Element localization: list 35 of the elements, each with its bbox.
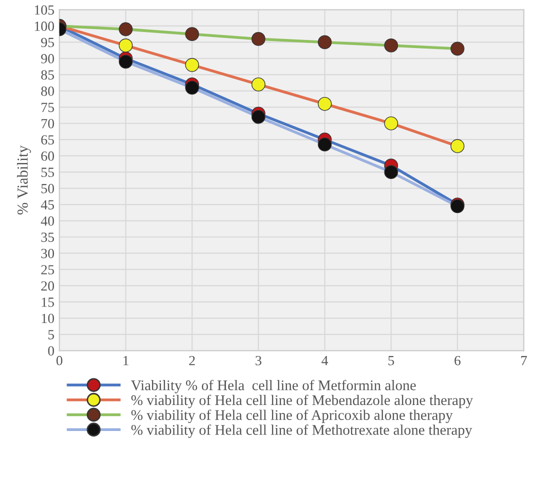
y-tick-label: 105 [34, 5, 54, 15]
y-tick-label: 70 [42, 118, 54, 128]
x-tick-label: 7 [521, 356, 527, 366]
y-tick-label: 30 [41, 248, 54, 258]
y-axis-title: % Viability [17, 145, 31, 215]
y-tick-label: 65 [41, 135, 54, 145]
x-tick-label: 5 [388, 356, 394, 366]
y-tick-label: 25 [41, 265, 54, 274]
x-tick-label: 6 [454, 356, 461, 366]
y-tick-label: 50 [41, 184, 54, 194]
legend-label: % viability of Hela cell line of Methotrexate alone therapy [131, 424, 472, 438]
x-tick-label: 3 [256, 356, 262, 366]
y-tick-label: 5 [48, 330, 54, 340]
x-tick-label: 2 [189, 356, 195, 366]
y-tick-label: 80 [41, 86, 54, 96]
x-tick-label: 4 [322, 356, 328, 366]
y-tick-label: 45 [40, 200, 54, 210]
legend-label: % viability of Hela cell line of Mebendazole alone therapy [131, 394, 473, 408]
y-tick-label: 35 [41, 232, 54, 242]
y-tick-label: 20 [41, 281, 54, 291]
y-tick-label: 15 [42, 298, 54, 307]
y-tick-label: 55 [41, 168, 54, 178]
x-tick-label: 0 [56, 356, 62, 366]
y-tick-label: 95 [41, 38, 54, 48]
y-tick-label: 60 [41, 151, 54, 161]
y-tick-label: 90 [41, 54, 54, 64]
y-tick-label: 100 [34, 22, 54, 31]
legend-label: % viability of Hela cell line of Apricoxib alone therapy [131, 410, 453, 424]
x-tick-label: 1 [123, 356, 128, 366]
y-tick-label: 0 [48, 346, 54, 356]
y-tick-label: 40 [40, 216, 54, 226]
y-tick-label: 75 [42, 102, 54, 112]
y-tick-label: 10 [42, 314, 54, 324]
y-tick-label: 85 [41, 70, 54, 80]
legend-label: Viability % of Hela cell line of Metformin alone [131, 380, 416, 394]
